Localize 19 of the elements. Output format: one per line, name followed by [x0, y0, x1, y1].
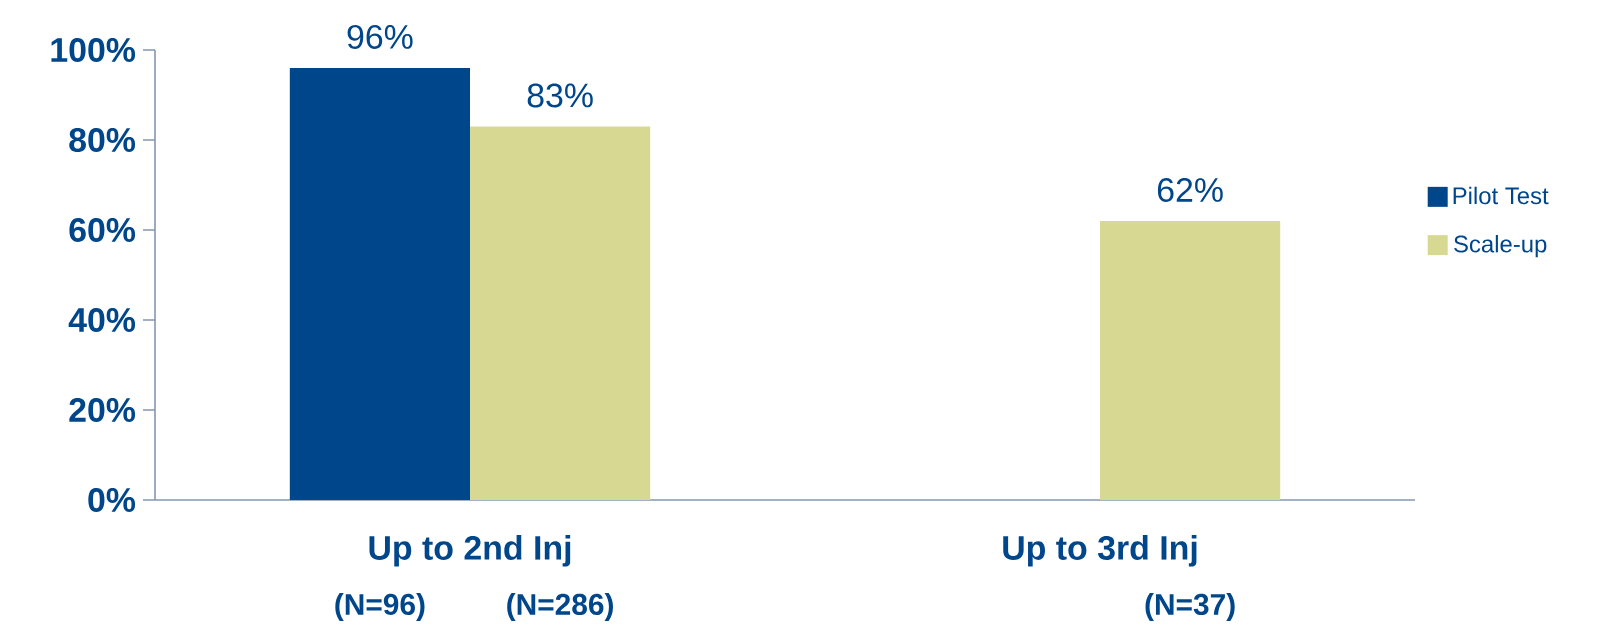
bar	[1100, 221, 1281, 500]
legend-label: Scale-up	[1454, 235, 1547, 258]
y-tick-label: 80%	[69, 128, 136, 152]
y-tick-label: 0%	[88, 488, 136, 512]
data-label: 96%	[347, 24, 413, 49]
legend-label: Pilot Test	[1453, 186, 1549, 205]
y-tick-label: 20%	[69, 398, 136, 422]
y-tick-label: 60%	[69, 218, 136, 242]
x-tick-label: Up to 2nd Inj	[369, 535, 571, 567]
bar	[289, 67, 470, 500]
text: (N=96)	[335, 593, 425, 621]
x-tick-label: Up to 3rd Inj	[1003, 535, 1197, 567]
bar	[470, 126, 651, 500]
text: (N=37)	[1145, 593, 1235, 621]
data-label: 62%	[1157, 177, 1223, 202]
data-label: 83%	[527, 83, 593, 108]
y-tick-label: 40%	[68, 308, 136, 332]
text: (N=286)	[507, 593, 613, 621]
y-tick-label: 100%	[51, 38, 136, 62]
